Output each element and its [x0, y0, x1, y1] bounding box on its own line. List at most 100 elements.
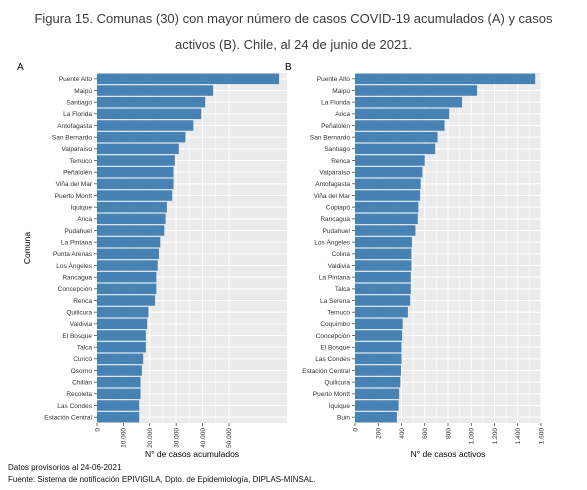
x-tick-label: 50.000: [226, 428, 233, 448]
bar: [97, 376, 141, 388]
bar: [355, 318, 403, 330]
category-label: Viña del Mar: [314, 193, 351, 200]
category-label: Santiago: [324, 146, 350, 153]
panel-b-letter: B: [285, 62, 292, 73]
bar: [97, 225, 165, 236]
chart-b: Puente Alto Maipú La Florida Arica Peñalolén…: [302, 73, 545, 459]
category-label: Temuco: [69, 158, 92, 165]
bar: [355, 330, 403, 341]
x-tick-label: 0: [352, 428, 359, 432]
chart-a: Puente Alto Maipú Santiago La Florida Antofa…: [22, 73, 287, 459]
bar: [355, 143, 436, 155]
category-label: San Bernardo: [310, 135, 350, 142]
category-label: San Bernardo: [52, 135, 92, 142]
bar: [355, 201, 419, 213]
x-tick-label: 400: [399, 428, 406, 439]
x-tick-label: 1.000: [469, 428, 476, 445]
bar: [355, 225, 416, 236]
category-label: Chillán: [72, 380, 92, 387]
category-label: Santiago: [66, 100, 92, 107]
bar: [97, 400, 140, 411]
x-tick-label: 20.000: [147, 428, 154, 448]
plot-panel: [97, 73, 287, 423]
category-label: Rancagua: [320, 216, 350, 223]
figure-title-line-2: activos (B). Chile, al 24 de junio de 20…: [174, 37, 413, 52]
bar: [97, 248, 160, 260]
x-tick-label: 200: [376, 428, 383, 439]
x-axis-title: N° de casos activos: [411, 449, 486, 459]
bar: [97, 283, 157, 295]
category-label: Rancagua: [62, 275, 92, 282]
category-label: Iquique: [329, 403, 351, 410]
x-tick-label: 1.200: [492, 428, 499, 445]
category-label: Quilicura: [66, 310, 92, 317]
bar: [97, 178, 174, 190]
category-label: Antofagasta: [315, 181, 350, 188]
x-tick-label: 600: [422, 428, 429, 439]
footer-source: Fuente: Sistema de notificación EPIVIGIL…: [8, 475, 316, 484]
bar: [97, 306, 149, 318]
category-label: Pudahuel: [65, 228, 93, 235]
bar: [355, 131, 438, 143]
footer-note: Datos provisorios al 24-06-2021: [8, 463, 122, 472]
category-label: Valparaíso: [61, 146, 92, 153]
bar: [97, 190, 173, 201]
category-label: Punta Arenas: [53, 251, 93, 258]
bar: [97, 271, 157, 283]
category-label: El Bosque: [320, 345, 350, 352]
bar: [355, 260, 412, 271]
category-label: Quilicura: [324, 380, 350, 387]
category-label: La Florida: [321, 100, 350, 107]
category-label: Renca: [331, 158, 350, 165]
bar: [97, 330, 146, 341]
bar: [355, 96, 462, 108]
category-label: Iquique: [71, 205, 93, 212]
category-label: Valparaíso: [319, 170, 350, 177]
bar: [355, 120, 445, 131]
bar: [355, 155, 425, 166]
bar: [355, 306, 408, 318]
category-label: Puerto Montt: [313, 391, 350, 398]
bar: [97, 143, 179, 155]
bar: [97, 155, 175, 166]
category-label: Las Condes: [57, 403, 92, 410]
category-label: Renca: [73, 298, 92, 305]
category-label: Coquimbo: [320, 321, 350, 328]
bar: [355, 376, 401, 388]
category-label: La Serena: [320, 298, 350, 305]
category-label: Peñalolén: [63, 170, 92, 177]
category-label: Estación Central: [44, 415, 92, 422]
x-axis-title: N° de casos acumulados: [145, 449, 239, 459]
panel-a-letter: A: [17, 62, 24, 73]
category-label: La Pintana: [61, 240, 92, 247]
category-label: Valdivia: [70, 321, 93, 328]
y-axis-title: Comuna: [22, 232, 32, 264]
bar: [97, 120, 194, 131]
category-label: Estación Central: [302, 368, 350, 375]
bar: [97, 85, 214, 96]
category-label: Concepción: [316, 333, 351, 340]
bar: [97, 201, 167, 213]
category-label: Viña del Mar: [56, 181, 93, 188]
bar: [97, 108, 202, 120]
bar: [355, 85, 478, 96]
bar: [97, 260, 158, 271]
category-label: Buin: [337, 415, 350, 422]
category-label: Peñalolén: [321, 123, 350, 130]
category-label: Puerto Montt: [55, 193, 92, 200]
category-label: Maipú: [74, 88, 92, 95]
bar: [355, 353, 402, 365]
category-label: Pudahuel: [323, 228, 351, 235]
category-label: Arica: [77, 216, 92, 223]
category-label: Talca: [335, 286, 351, 293]
bar: [97, 213, 166, 225]
bar: [97, 166, 174, 178]
category-label: Los Ángeles: [314, 238, 351, 247]
bar: [355, 190, 421, 201]
bar: [355, 166, 423, 178]
bar: [355, 271, 411, 283]
x-tick-label: 40.000: [200, 428, 207, 448]
category-label: Osorno: [71, 368, 93, 375]
category-label: Valdivia: [328, 263, 351, 270]
figure-title-line-1: Figura 15. Comunas (30) con mayor número…: [34, 11, 553, 26]
